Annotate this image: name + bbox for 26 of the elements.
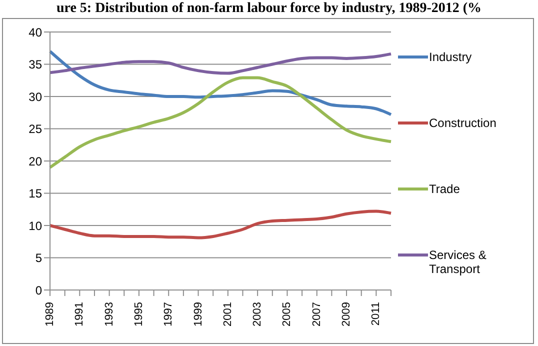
x-tick-label: 2011 — [370, 302, 382, 326]
legend-label: Industry — [429, 50, 473, 64]
x-tick-label: 1997 — [162, 302, 175, 326]
x-tick-label: 1991 — [74, 302, 86, 326]
legend-label: Trade — [429, 182, 461, 196]
chart-title: ure 5: Distribution of non-farm labour force by industry, 1989-2012 (% — [55, 0, 483, 17]
x-tick-label: 2005 — [281, 302, 294, 326]
y-tick-label: 30 — [28, 90, 42, 104]
y-tick-label: 15 — [28, 186, 42, 201]
x-tick-label: 2003 — [252, 302, 264, 326]
x-tick-label: 1993 — [103, 302, 116, 326]
legend-label: Services & Transport — [429, 248, 488, 276]
y-tick-label: 20 — [28, 154, 42, 168]
x-tick-label: 2007 — [310, 302, 323, 326]
y-tick-label: 5 — [35, 251, 42, 266]
legend-label: Construction — [429, 116, 498, 130]
y-tick-label: 35 — [28, 58, 42, 72]
x-tick-label: 1989 — [44, 302, 56, 326]
x-tick-label: 1995 — [132, 302, 145, 326]
y-tick-label: 0 — [35, 283, 42, 298]
x-tick-label: 1999 — [192, 302, 204, 326]
y-tick-label: 25 — [28, 122, 42, 136]
x-tick-label: 2009 — [340, 302, 353, 326]
y-tick-label: 10 — [28, 218, 42, 233]
x-tick-label: 2001 — [222, 302, 234, 326]
y-tick-label: 40 — [28, 25, 42, 40]
